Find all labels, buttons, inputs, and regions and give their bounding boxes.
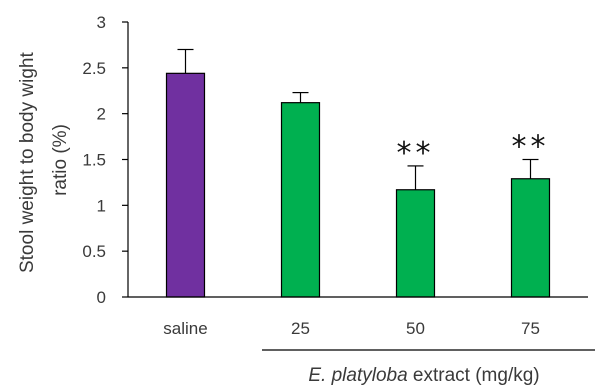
x-tick-label: saline <box>163 319 207 338</box>
x-tick-label: 25 <box>291 319 310 338</box>
y-tick-label: 0.5 <box>82 242 106 261</box>
bar-50 <box>395 189 436 298</box>
x-axis-title-rest: extract (mg/kg) <box>408 365 540 385</box>
x-axis-title-italic: E. platyloba <box>308 365 407 385</box>
y-axis-title: Stool weight to body wight ratio (%) <box>17 47 71 273</box>
y-tick-label: 0 <box>97 288 106 307</box>
bar-saline <box>165 72 206 298</box>
x-axis-title: E. platyloba extract (mg/kg) <box>308 365 539 385</box>
significance-50: ** <box>397 136 435 171</box>
significance-75: ** <box>512 130 550 165</box>
y-axis-title-line2: ratio (%) <box>50 124 71 196</box>
x-axis-ticks: saline 25 50 75 <box>163 319 540 338</box>
bar-75 <box>510 178 551 298</box>
y-tick-label: 2 <box>97 105 106 124</box>
y-tick-label: 2.5 <box>82 59 106 78</box>
y-tick-label: 1.5 <box>82 151 106 170</box>
y-axis-title-line1: Stool weight to body wight <box>17 52 38 273</box>
x-tick-label: 50 <box>406 319 425 338</box>
error-bars <box>177 48 539 190</box>
y-tick-label: 3 <box>97 13 106 32</box>
significance-marks: ** ** <box>397 130 550 171</box>
bars <box>165 72 551 298</box>
y-axis-ticks: 0 0.5 1 1.5 2 2.5 3 <box>82 13 128 307</box>
bar-25 <box>280 102 321 298</box>
x-tick-label: 75 <box>521 319 540 338</box>
y-tick-label: 1 <box>97 196 106 215</box>
